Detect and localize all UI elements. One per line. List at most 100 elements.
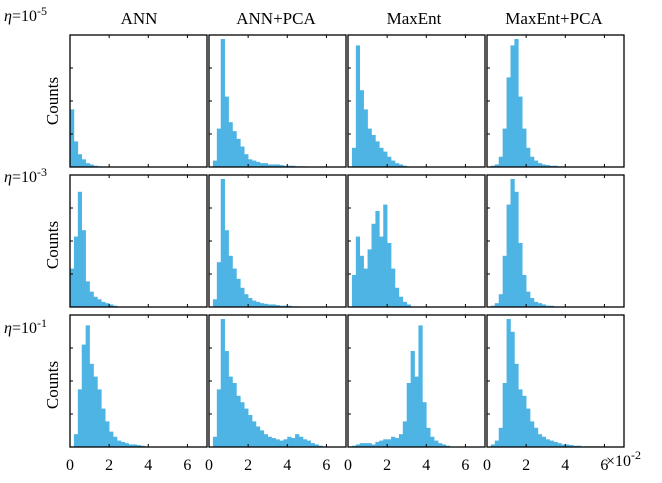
histogram-bar <box>526 408 531 447</box>
histogram-bar <box>314 444 319 447</box>
histogram-bar <box>494 303 500 307</box>
eta-value: =10 <box>12 169 37 186</box>
histogram-bar <box>441 444 447 447</box>
x-tick-label: 6 <box>183 457 191 474</box>
row-label-eta-1e-1: η=10-1 <box>4 316 47 337</box>
histogram-bar <box>224 96 229 167</box>
histogram-bar <box>391 160 396 167</box>
panel-2-3 <box>486 314 625 448</box>
column-title-maxent-pca: MaxEnt+PCA <box>505 9 603 28</box>
x-tick-label: 2 <box>244 457 252 474</box>
histogram-bar <box>279 440 284 447</box>
histogram-bar <box>252 160 257 167</box>
histogram-bar <box>220 39 225 167</box>
panel-1-0 <box>69 174 208 308</box>
histogram-bar <box>236 138 241 167</box>
histogram-bar <box>506 319 511 447</box>
histogram-bar <box>355 444 361 447</box>
histogram-bar <box>545 439 550 447</box>
eta-symbol: η <box>4 8 12 25</box>
histogram-bar <box>236 278 241 307</box>
panel-2-0 <box>69 314 208 448</box>
histogram-bar <box>375 441 380 447</box>
histogram-bar <box>89 291 94 307</box>
column-title-maxent: MaxEnt <box>387 9 442 28</box>
histogram-bar <box>236 395 241 447</box>
histogram-bar <box>553 441 558 447</box>
histogram-bar <box>109 431 114 447</box>
histogram-bar <box>216 389 222 447</box>
histogram-bar <box>506 204 511 307</box>
x-tick-label: 2 <box>383 457 391 474</box>
panel-0-2 <box>347 34 486 168</box>
histogram-bar <box>310 443 315 447</box>
histogram-bar <box>267 164 272 167</box>
histogram-bar <box>124 443 130 447</box>
x-tick-label: 0 <box>66 457 74 474</box>
histogram-bar <box>502 383 507 447</box>
histogram-bar <box>267 436 272 447</box>
histogram-bar <box>240 146 245 167</box>
panel-1-2 <box>347 174 486 308</box>
histogram-bar <box>379 147 384 167</box>
histogram-bar <box>526 291 531 307</box>
histogram-bar <box>271 438 276 447</box>
histogram-bar <box>263 434 269 447</box>
histogram-bar <box>375 211 380 307</box>
histogram-bar <box>244 294 249 307</box>
column-title-ann-pca: ANN+PCA <box>236 9 316 28</box>
histogram-bar <box>259 163 265 167</box>
histogram-bar <box>283 439 288 447</box>
histogram-bar <box>109 304 114 307</box>
histogram-bar <box>383 204 388 307</box>
histogram-bar <box>490 444 496 447</box>
histogram-bar <box>371 223 376 307</box>
histogram-bar <box>549 440 554 447</box>
histogram-bar <box>375 141 380 167</box>
histogram-bar <box>216 128 222 167</box>
histogram-bar <box>565 444 570 447</box>
histogram-bar <box>267 304 272 307</box>
histogram-bar <box>387 156 392 167</box>
panel-frame <box>69 34 208 168</box>
histogram-bar <box>93 296 98 307</box>
histogram-bar <box>561 444 566 447</box>
histogram-bar <box>391 268 396 307</box>
histogram-bar <box>248 159 253 167</box>
histogram-bar <box>537 303 543 307</box>
histogram-bar <box>81 159 86 167</box>
histogram-bar <box>426 427 431 447</box>
histogram-bar <box>73 141 79 167</box>
x-tick-label: 4 <box>283 457 291 474</box>
histogram-bar <box>422 402 427 447</box>
histogram-bar <box>522 275 527 307</box>
histogram-bar <box>355 45 361 167</box>
eta-value: =10 <box>12 8 37 25</box>
histogram-bar <box>70 268 75 307</box>
histogram-bar <box>244 154 249 167</box>
x-tick-label: 2 <box>522 457 530 474</box>
eta-exponent: -5 <box>37 4 47 18</box>
histogram-bar <box>510 331 515 447</box>
row-label-eta-1e-5: η=10-5 <box>4 4 47 25</box>
histogram-bar <box>434 440 439 447</box>
panel-frame <box>69 174 208 308</box>
histogram-bar <box>232 268 237 307</box>
histogram-bar <box>279 165 284 167</box>
histogram-bar <box>101 408 106 447</box>
eta-value: =10 <box>12 320 37 337</box>
svg-text:η=10-5: η=10-5 <box>4 4 47 25</box>
histogram-bar <box>93 376 98 447</box>
histogram-bar <box>228 255 233 307</box>
histogram-bar <box>77 191 83 307</box>
histogram-bar <box>502 255 507 307</box>
y-axis-label-row-1: Counts <box>43 77 62 125</box>
histogram-bar <box>391 436 396 447</box>
histogram-bar <box>398 296 404 307</box>
histogram-bar <box>128 444 133 447</box>
eta-exponent: -3 <box>37 165 47 179</box>
x-tick-label: 0 <box>205 457 213 474</box>
x-tick-label: 4 <box>144 457 152 474</box>
histogram-bar <box>105 421 110 447</box>
